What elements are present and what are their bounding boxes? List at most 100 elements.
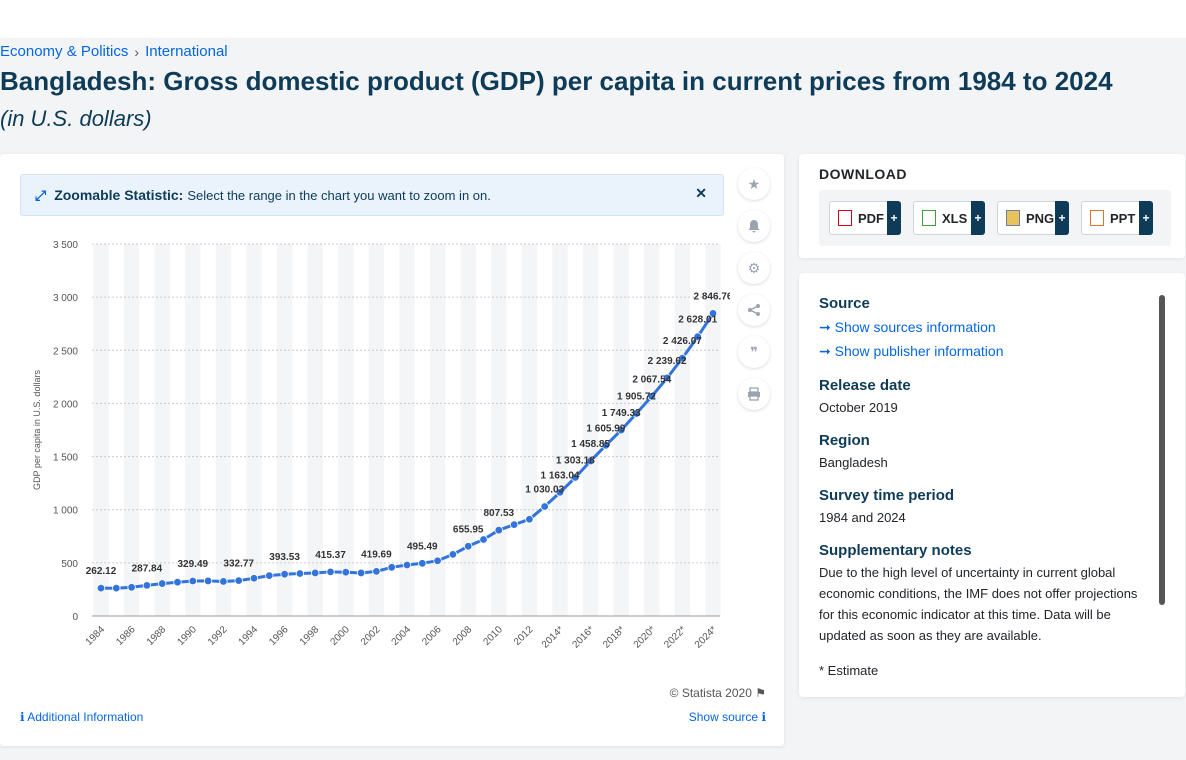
x-tick-label: 1994 [237,624,261,648]
data-label: 807.53 [484,508,515,519]
data-point [341,568,350,577]
download-xls-button[interactable]: XLS + [913,201,985,235]
notes-heading: Supplementary notes [819,542,972,559]
info-content: Source ➞ Show sources information ➞ Show… [819,295,1149,681]
data-point [203,576,213,586]
plus-icon: + [1139,201,1153,235]
estimate-note: * Estimate [819,663,879,678]
data-label: 2 067.54 [632,374,671,385]
show-sources-link[interactable]: ➞ Show sources information [819,315,1149,339]
gear-icon: ⚙ [747,259,761,276]
png-label: PNG [1026,210,1055,226]
settings-button[interactable]: ⚙ [738,252,770,284]
data-point [693,332,702,341]
x-tick-label: 2004 [390,624,414,648]
column-band [185,244,201,616]
data-label: 1 905.72 [617,391,656,402]
data-point [265,571,274,580]
data-point [157,579,167,588]
column-band [552,244,568,616]
data-label: 262.12 [86,566,117,577]
share-button[interactable] [738,294,770,326]
region-section: Region Bangladesh [819,432,1149,473]
download-ppt-button[interactable]: PPT + [1081,201,1153,235]
data-point [586,456,595,466]
breadcrumb-international[interactable]: International [145,43,228,60]
show-source-link[interactable]: Show source ℹ [689,710,766,724]
data-point [464,542,473,551]
data-label: 2 846.76 [694,291,730,302]
plus-icon: + [971,201,985,235]
info-scrollbar[interactable] [1159,295,1165,605]
column-band [154,244,170,616]
column-band [705,244,721,616]
x-tick-label: 2012 [512,624,536,648]
chart-toolbar: ★ ⚙ ❞ [738,168,772,420]
data-label: 2 239.62 [648,356,687,367]
column-band [460,244,476,616]
data-point [234,576,243,585]
data-point [448,550,458,559]
star-icon: ★ [747,175,761,192]
quote-icon: ❞ [750,343,758,360]
notes-value: Due to the high level of uncertainty in … [819,565,1138,643]
data-label: 332.77 [223,559,254,570]
data-point [173,578,182,587]
data-label: 419.69 [361,549,392,560]
data-point [356,568,366,578]
download-pdf-button[interactable]: PDF + [829,201,901,235]
region-value: Bangladesh [819,455,888,470]
top-bar [0,0,1186,38]
y-tick-label: 1 000 [53,506,78,517]
additional-information-link[interactable]: ℹ Additional Information [20,710,143,724]
close-icon[interactable]: ✕ [695,185,707,201]
x-tick-label: 1992 [206,624,230,648]
data-label: 415.37 [315,550,346,561]
breadcrumb-economy-politics[interactable]: Economy & Politics [0,43,129,60]
arrow-right-icon: ➞ [819,343,835,359]
data-point [571,473,580,482]
x-tick-label: 1986 [114,624,138,648]
data-point [219,577,228,586]
column-band [491,244,507,616]
ppt-label: PPT [1110,210,1136,226]
data-label: 287.84 [132,563,163,574]
y-tick-label: 3 500 [53,240,78,251]
xls-file-icon [922,210,936,226]
source-section: Source ➞ Show sources information ➞ Show… [819,295,1149,363]
y-tick-label: 2 000 [53,399,78,410]
show-publisher-link[interactable]: ➞ Show publisher information [819,339,1149,363]
data-point [387,563,396,572]
x-tick-label: 2014* [540,624,566,650]
bell-icon [748,220,760,233]
data-point [418,559,427,568]
column-band [399,244,415,616]
y-axis-label: GDP per capita in U.S. dollars [32,370,42,490]
favorite-button[interactable]: ★ [738,168,770,200]
download-png-button[interactable]: PNG + [997,201,1069,235]
download-buttons: PDF + XLS + PNG + PPT + [819,190,1171,246]
release-heading: Release date [819,377,911,394]
data-point [540,502,549,511]
expand-icon: ⤢ [35,186,47,203]
data-point [509,520,519,529]
column-band [644,244,660,616]
data-point [295,569,305,578]
column-band [215,244,232,616]
gdp-line-chart[interactable]: 0 500 1 000 1 500 2 000 2 500 3 000 3 500 GDP pe… [20,230,730,676]
data-point [708,309,718,318]
download-title: DOWNLOAD [819,166,907,182]
x-tick-label: 2006 [420,624,444,648]
data-point [249,574,259,583]
print-button[interactable] [738,378,770,410]
data-label: 393.53 [269,552,300,563]
data-point [326,567,335,577]
info-icon: ℹ [761,710,766,724]
notification-button[interactable] [738,210,770,242]
data-point [96,583,106,593]
cite-button[interactable]: ❞ [738,336,770,368]
data-point [402,560,412,570]
y-tick-label: 3 000 [53,293,78,304]
data-point [433,556,442,565]
source-heading: Source [819,295,870,312]
